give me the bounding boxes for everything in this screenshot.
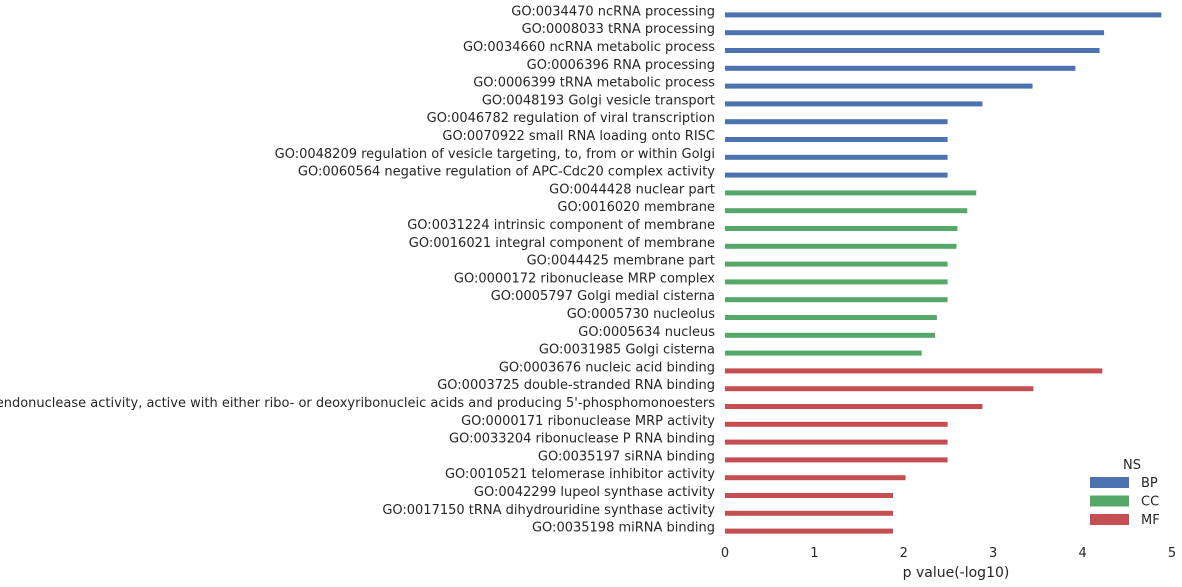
category-label: GO:0006399 tRNA metabolic process — [473, 76, 715, 91]
bar-mf — [725, 493, 894, 498]
bar-bp — [725, 172, 948, 178]
x-tick-label: 4 — [1078, 546, 1086, 561]
bar-bp — [725, 48, 1100, 53]
category-label: GO:0005634 nucleus — [578, 325, 715, 340]
category-label: GO:0016020 membrane — [557, 200, 715, 215]
x-axis-label: p value(-log10) — [903, 565, 1010, 581]
bar-cc — [725, 243, 957, 249]
category-label: GO:0060564 negative regulation of APC-Cd… — [298, 165, 715, 180]
category-label: GO:0033204 ribonuclease P RNA binding — [449, 432, 715, 447]
legend-swatch-bp — [1090, 477, 1129, 488]
category-label: GO:0044428 nuclear part — [549, 182, 715, 197]
bar-cc — [725, 208, 968, 214]
bar-mf — [725, 368, 1103, 374]
x-tick-label: 0 — [721, 546, 729, 561]
category-label: GO:0031985 Golgi cisterna — [539, 343, 715, 358]
bar-cc — [725, 315, 937, 320]
bar-mf — [725, 439, 948, 445]
x-tick-label: 5 — [1168, 546, 1176, 561]
category-label: GO:0042299 lupeol synthase activity — [474, 485, 715, 500]
bar-bp — [725, 101, 983, 107]
category-label: GO:0031224 intrinsic component of membra… — [407, 218, 715, 233]
bar-mf — [725, 510, 894, 516]
category-label: GO:0034660 ncRNA metabolic process — [463, 40, 715, 55]
category-label: GO:0005797 Golgi medial cisterna — [491, 289, 715, 304]
category-label: GO:0035197 siRNA binding — [538, 449, 715, 464]
category-label: GO:0006396 RNA processing — [527, 58, 715, 73]
category-label: GO:0005730 nucleolus — [567, 307, 716, 322]
category-label: GO:0016893 endonuclease activity, active… — [0, 396, 715, 411]
category-label: GO:0003725 double-stranded RNA binding — [437, 378, 715, 393]
bar-mf — [725, 386, 1034, 392]
bar-mf — [725, 457, 948, 463]
legend-label-bp: BP — [1141, 476, 1158, 491]
x-tick-label: 1 — [810, 546, 818, 561]
bar-cc — [725, 297, 948, 303]
category-label: GO:0003676 nucleic acid binding — [499, 360, 715, 375]
bar-mf — [725, 528, 894, 534]
category-label: GO:0046782 regulation of viral transcrip… — [427, 111, 715, 126]
category-label: GO:0016021 integral component of membran… — [409, 236, 715, 251]
legend: NS BP CC MF — [1090, 458, 1160, 528]
category-label: GO:0070922 small RNA loading onto RISC — [442, 129, 715, 144]
x-axis-ticks: 0 1 2 3 4 5 — [721, 546, 1176, 561]
category-label: GO:0048193 Golgi vesicle transport — [482, 93, 715, 108]
category-label: GO:0035198 miRNA binding — [532, 521, 715, 536]
bar-bp — [725, 119, 948, 125]
category-label: GO:0010521 telomerase inhibitor activity — [445, 467, 715, 482]
category-label: GO:0000171 ribonuclease MRP activity — [461, 414, 715, 429]
bar-bp — [725, 154, 948, 160]
bar-bp — [725, 83, 1033, 89]
bar-cc — [725, 190, 977, 196]
bar-cc — [725, 226, 958, 231]
category-label: GO:0034470 ncRNA processing — [511, 4, 715, 19]
legend-label-mf: MF — [1141, 513, 1160, 528]
category-label: GO:0017150 tRNA dihydrouridine synthase … — [382, 503, 715, 518]
legend-swatch-mf — [1090, 514, 1129, 525]
legend-swatch-cc — [1090, 495, 1129, 507]
legend-title: NS — [1123, 458, 1141, 473]
bar-bp — [725, 65, 1076, 71]
category-label: GO:0008033 tRNA processing — [522, 22, 715, 37]
bar-bp — [725, 30, 1105, 36]
bar-cc — [725, 350, 922, 356]
x-tick-label: 3 — [989, 546, 997, 561]
bar-cc — [725, 332, 936, 338]
category-label: GO:0048209 regulation of vesicle targeti… — [275, 147, 715, 162]
category-labels: GO:0034470 ncRNA processing GO:0008033 tR… — [0, 4, 715, 535]
bar-mf — [725, 404, 983, 409]
category-label: GO:0000172 ribonuclease MRP complex — [454, 271, 715, 286]
bar-bp — [725, 137, 948, 142]
legend-label-cc: CC — [1141, 495, 1159, 510]
category-label: GO:0044425 membrane part — [527, 254, 715, 269]
bar-bp — [725, 12, 1162, 18]
bar-cc — [725, 261, 948, 267]
x-tick-label: 2 — [900, 546, 908, 561]
bars — [725, 12, 1162, 534]
bar-cc — [725, 279, 948, 285]
bar-mf — [725, 475, 906, 481]
bar-mf — [725, 421, 948, 427]
